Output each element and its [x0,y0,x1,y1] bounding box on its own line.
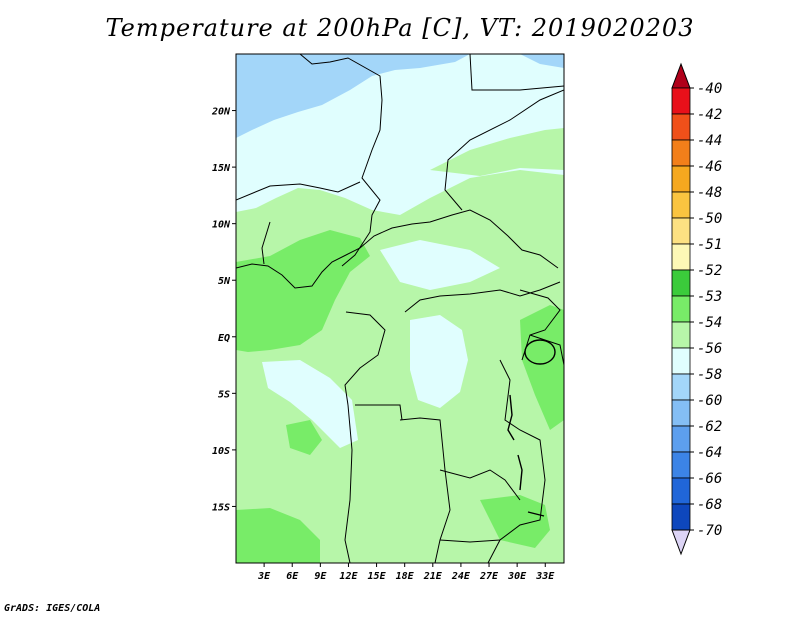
colorbar-label: -66 [697,471,722,487]
colorbar-label: -60 [697,393,722,409]
colorbar-swatch [671,269,691,297]
colorbar-swatch [671,477,691,505]
map-frame [235,53,565,564]
colorbar-label: -52 [697,263,722,279]
lat-tick-label: 10S [212,446,230,457]
lon-tick-label: 12E [339,571,358,582]
field-warm-east [520,305,564,430]
country-borders [236,54,564,563]
colorbar-over-triangle [671,62,691,89]
lon-tick-label: 27E [479,571,499,582]
colorbar-label: -51 [697,237,722,253]
field-cool-central [410,315,468,408]
colorbar-swatch [671,425,691,453]
map-title: Temperature at 200hPa [C], VT: 201902020… [105,14,695,42]
lakes [507,339,556,517]
colorbar-label: -62 [697,419,722,435]
field-warm-mid [286,420,322,455]
colorbar-label: -48 [697,185,722,201]
colorbar-label: -44 [697,133,722,149]
lon-tick-label: 30E [507,571,527,582]
lat-tick-label: EQ [218,333,230,344]
colorbar-swatch [671,191,691,219]
field-coldest-nw [236,54,470,138]
colorbar-label: -54 [697,315,722,331]
colorbar-swatch [671,347,691,375]
colorbar-label: -64 [697,445,722,461]
colorbar-label: -50 [697,211,722,227]
field-warm-s [480,495,550,548]
colorbar-under-triangle [671,529,691,556]
lon-tick-label: 15E [368,571,387,582]
colorbar-swatch [671,217,691,245]
colorbar-label: -42 [697,107,722,123]
colorbar: -40 -42 -44 -46 -48 -50 -51 -52 -53 -54 -56 -58 -60 -… [671,62,722,556]
colorbar-swatch [671,373,691,401]
lat-tick-label: 15S [212,502,230,513]
lat-tick-label: 10N [212,220,231,231]
lon-tick-label: 24E [451,571,471,582]
colorbar-swatch [671,87,691,115]
grads-credit: GrADS: IGES/COLA [4,603,101,614]
colorbar-swatch [671,113,691,141]
lat-tick-label: 20N [211,107,231,118]
field-cool-east [380,240,500,290]
colorbar-label: -40 [697,81,722,97]
colorbar-swatch [671,399,691,427]
lon-tick-label: 18E [396,571,415,582]
longitude-axis: 3E 6E 9E 12E 15E 18E 21E 24E 27E 30E 33E [257,563,555,582]
colorbar-label: -68 [697,497,722,513]
field-cool-sw [262,360,358,448]
lat-tick-label: 5S [218,389,230,400]
colorbar-swatch [671,139,691,167]
lat-tick-label: 5N [218,276,231,287]
colorbar-swatch [671,503,691,531]
field-coldest-ne [520,54,564,68]
lat-tick-label: 15N [212,163,231,174]
colorbar-label: -53 [697,289,722,305]
field-warm-west [236,230,370,352]
lon-tick-label: 3E [257,571,271,582]
field-warm-se [236,508,320,563]
lon-tick-label: 9E [314,571,327,582]
lon-tick-label: 33E [535,571,555,582]
colorbar-label: -56 [697,341,722,357]
field-streak [430,128,564,176]
colorbar-label: -46 [697,159,722,175]
lon-tick-label: 6E [286,571,299,582]
temperature-field [236,54,564,563]
colorbar-swatch [671,451,691,479]
colorbar-label: -58 [697,367,722,383]
colorbar-label: -70 [697,523,722,539]
latitude-axis: 20N 15N 10N 5N EQ 5S 10S 15S [211,107,236,513]
colorbar-swatch [671,243,691,271]
colorbar-swatch [671,295,691,323]
colorbar-swatch [671,321,691,349]
colorbar-swatch [671,165,691,193]
lon-tick-label: 21E [423,571,443,582]
